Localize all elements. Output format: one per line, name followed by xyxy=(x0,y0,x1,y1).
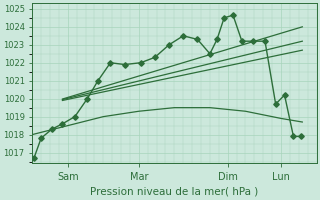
X-axis label: Pression niveau de la mer( hPa ): Pression niveau de la mer( hPa ) xyxy=(90,187,259,197)
